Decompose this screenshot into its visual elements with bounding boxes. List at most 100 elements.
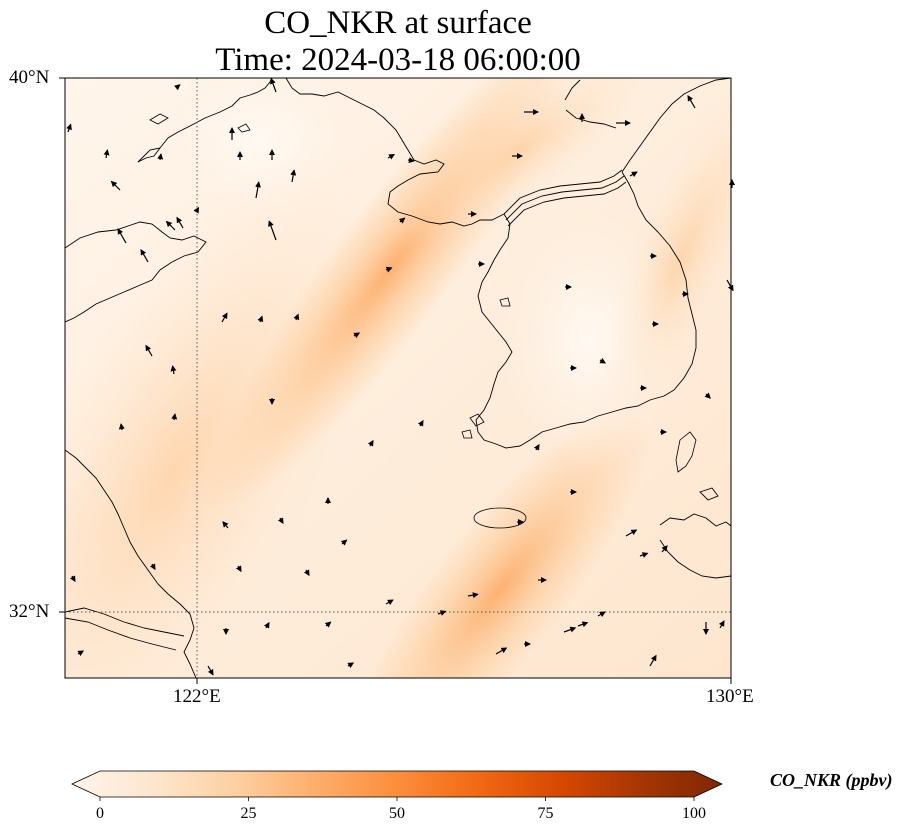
cbar-ticklabel-100: 100 xyxy=(682,805,706,822)
island-jeju xyxy=(473,507,527,529)
colorbar-ticks xyxy=(99,797,695,801)
wind-arrow xyxy=(257,315,264,323)
coastlines xyxy=(65,78,731,678)
wind-arrow xyxy=(563,626,577,633)
wind-arrow xyxy=(170,365,177,375)
coast-shandong xyxy=(65,221,207,323)
plume-south xyxy=(349,404,651,678)
axis-ticks xyxy=(59,77,732,684)
coast-korea-east xyxy=(621,171,697,391)
wind-arrow xyxy=(387,153,395,160)
wind-arrow xyxy=(347,662,355,669)
island-small-3 xyxy=(461,297,511,439)
coast-korea-south xyxy=(519,389,675,447)
plume-west xyxy=(65,150,393,678)
islands xyxy=(149,113,697,529)
wind-vectors xyxy=(66,77,735,676)
wind-arrow xyxy=(687,95,696,109)
wind-arrow xyxy=(263,621,270,629)
wind-arrow xyxy=(235,565,242,573)
wind-arrow xyxy=(718,620,725,629)
lat-label-40n: 40°N xyxy=(9,67,50,88)
wind-arrow xyxy=(407,157,415,164)
island-small-2 xyxy=(237,123,251,133)
coast-china-east xyxy=(65,449,197,678)
wind-arrow xyxy=(726,279,734,292)
map-title-line2: Time: 2024-03-18 06:00:00 xyxy=(215,42,581,78)
wind-arrow xyxy=(117,228,127,244)
wind-arrow xyxy=(174,84,181,91)
cbar-ticklabel-50: 50 xyxy=(389,805,405,822)
wind-arrow xyxy=(110,180,121,191)
wind-arrow xyxy=(157,153,164,161)
wind-arrow xyxy=(661,545,668,553)
coast-yangtze-n xyxy=(65,607,185,637)
wind-arrow xyxy=(103,149,110,159)
map-frame xyxy=(64,77,732,679)
wind-arrow xyxy=(303,569,310,577)
low-region-korea xyxy=(500,210,680,470)
wind-arrow xyxy=(149,563,156,571)
wind-arrow xyxy=(417,419,424,427)
cbar-ticklabel-25: 25 xyxy=(240,805,257,822)
wind-arrow xyxy=(207,665,214,676)
cbar-ticklabel-75: 75 xyxy=(537,805,554,822)
wind-arrow xyxy=(649,654,657,667)
wind-arrow xyxy=(69,575,76,583)
colorbar-bar xyxy=(71,770,723,798)
concentration-field xyxy=(65,78,731,678)
wind-arrow xyxy=(77,650,85,657)
wind-arrow xyxy=(254,181,261,199)
wind-arrow xyxy=(290,169,297,183)
wind-arrow xyxy=(171,413,178,421)
wind-arrow xyxy=(597,611,606,618)
wind-arrow xyxy=(118,423,125,431)
wind-arrow xyxy=(268,220,277,241)
coast-japan-kyushu xyxy=(659,487,731,579)
wind-arrow xyxy=(293,313,300,321)
wind-arrow xyxy=(367,439,374,447)
wind-arrow xyxy=(193,206,200,214)
lon-label-130e: 130°E xyxy=(706,686,754,707)
map-title-line1: CO_NKR at surface xyxy=(264,5,532,41)
island-tsushima xyxy=(675,431,697,473)
wind-arrow xyxy=(221,312,228,323)
wind-arrow xyxy=(639,552,649,558)
coast-yangtze-s xyxy=(65,617,177,651)
wind-arrow xyxy=(385,266,393,273)
nk-interior-coast xyxy=(564,79,617,129)
wind-arrow xyxy=(704,392,711,399)
wind-arrow xyxy=(176,216,184,229)
wind-arrow xyxy=(625,529,638,537)
wind-arrow xyxy=(277,517,284,525)
wind-arrow xyxy=(324,621,332,628)
wind-arrow xyxy=(533,443,540,451)
lon-label-122e: 122°E xyxy=(173,686,221,707)
wind-arrow xyxy=(270,77,277,93)
wind-arrow xyxy=(140,249,149,263)
wind-arrow xyxy=(577,621,589,628)
wind-arrow xyxy=(222,521,229,529)
wind-arrow xyxy=(495,647,508,655)
plume-north xyxy=(385,78,655,251)
cbar-ticklabel-0: 0 xyxy=(96,805,104,822)
lat-label-32n: 32°N xyxy=(9,601,50,622)
wind-arrow xyxy=(629,171,638,178)
island-small-1 xyxy=(149,113,169,125)
border-dmz xyxy=(503,169,627,227)
coast-liaodong xyxy=(137,78,505,227)
wind-arrow xyxy=(437,610,447,616)
coast-nk-east xyxy=(621,78,731,173)
coast-korea-west xyxy=(475,213,521,449)
wind-arrow xyxy=(145,344,153,357)
wind-arrow xyxy=(353,332,361,339)
gridlines xyxy=(65,78,731,678)
low-region-bohai xyxy=(170,78,350,210)
wind-arrow xyxy=(165,220,176,231)
coast-bohai-west xyxy=(137,147,161,163)
wind-arrow xyxy=(467,592,479,599)
wind-arrow xyxy=(340,539,348,546)
wind-arrow xyxy=(66,123,72,133)
colorbar xyxy=(71,770,723,801)
colorbar-label: CO_NKR (ppbv) xyxy=(770,770,893,790)
